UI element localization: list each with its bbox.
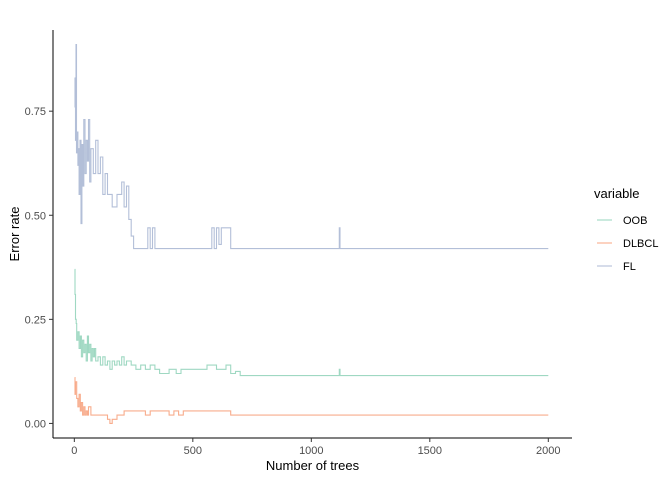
series-line-dlbcl (74, 377, 549, 424)
series-line-oob (74, 268, 549, 377)
x-tick-label: 1500 (418, 445, 442, 457)
legend-label-dlbcl: DLBCL (623, 238, 658, 250)
series-line-fl (74, 44, 549, 250)
y-tick-label: 0.75 (25, 106, 46, 118)
y-axis-title: Error rate (7, 207, 22, 262)
legend-label-fl: FL (623, 261, 636, 273)
y-tick-label: 0.25 (25, 314, 46, 326)
y-tick-label: 0.50 (25, 210, 46, 222)
legend-title: variable (594, 186, 640, 201)
x-tick-label: 1000 (299, 445, 323, 457)
x-tick-label: 0 (71, 445, 77, 457)
x-tick-label: 500 (184, 445, 202, 457)
x-axis-title: Number of trees (266, 458, 360, 473)
legend-label-oob: OOB (623, 215, 647, 227)
x-tick-label: 2000 (536, 445, 560, 457)
y-tick-label: 0.00 (25, 418, 46, 430)
